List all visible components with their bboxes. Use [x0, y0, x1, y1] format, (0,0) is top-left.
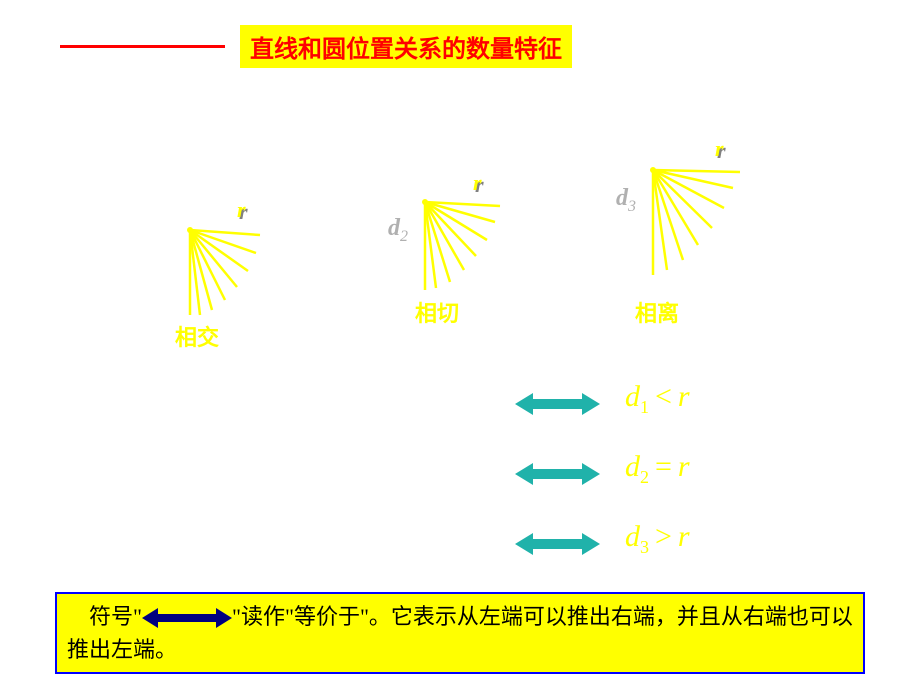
svg-text:r: r	[473, 170, 482, 195]
d3-symbol: d3	[616, 185, 636, 216]
equiv-arrow-icon	[142, 606, 232, 630]
svg-text:r: r	[715, 140, 724, 161]
page-title: 直线和圆位置关系的数量特征	[240, 25, 572, 68]
equiv-arrow-3	[515, 530, 600, 558]
label-intersect: 相交	[175, 320, 219, 352]
label-separate: 相离	[635, 296, 679, 328]
equiv-arrow-2	[515, 460, 600, 488]
title-underline	[60, 45, 225, 48]
formula-2: d2=r	[625, 450, 690, 488]
formula-3: d3>r	[625, 520, 690, 558]
footer-text-before: 符号"	[67, 604, 142, 629]
diagram-intersect: r r	[130, 195, 270, 325]
svg-text:r: r	[237, 197, 246, 222]
formula-1: d1<r	[625, 380, 690, 418]
d2-symbol: d2	[388, 215, 408, 246]
footer-note: 符号" "读作"等价于"。它表示从左端可以推出右端，并且从右端也可以推出左端。	[55, 592, 865, 674]
label-tangent: 相切	[415, 296, 459, 328]
equiv-arrow-1	[515, 390, 600, 418]
